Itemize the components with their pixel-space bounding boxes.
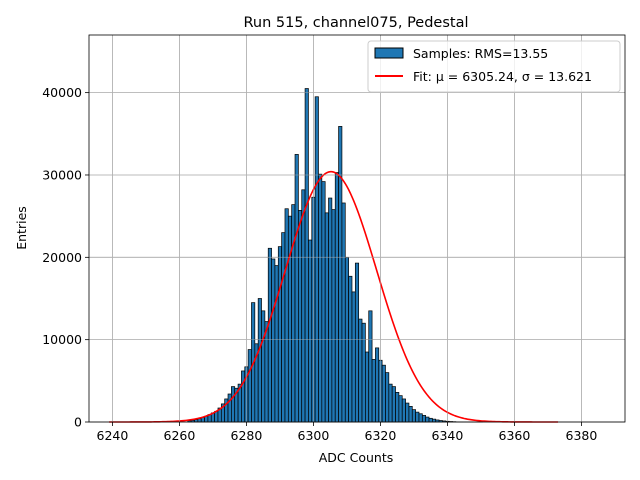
histogram-bar <box>281 232 286 423</box>
x-tick-label: 6380 <box>566 428 598 443</box>
histogram-bar <box>408 406 413 423</box>
histogram-bar <box>321 181 326 423</box>
x-tick-label: 6360 <box>499 428 531 443</box>
histogram-bar <box>368 310 373 423</box>
histogram-bar <box>354 262 360 423</box>
x-tick-label: 6320 <box>365 428 397 443</box>
histogram-bar <box>261 310 266 423</box>
legend-box <box>367 40 621 93</box>
histogram-bar <box>331 209 336 423</box>
histogram-bar <box>411 409 416 423</box>
histogram-bar <box>348 275 353 423</box>
legend: Samples: RMS=13.55 Fit: μ = 6305.24, σ =… <box>367 40 621 93</box>
histogram-bar <box>395 392 400 423</box>
histogram-bar <box>277 246 282 423</box>
y-tick-label: 0 <box>74 415 82 430</box>
histogram-bar <box>415 411 420 423</box>
histogram-bar <box>241 370 246 423</box>
histogram-bar <box>291 204 296 423</box>
x-tick-label: 6300 <box>298 428 330 443</box>
histogram-bar <box>284 208 289 423</box>
histogram-bar <box>418 413 423 423</box>
y-tick-label: 20000 <box>42 250 82 265</box>
histogram-bar <box>324 212 329 423</box>
legend-label-samples: Samples: RMS=13.55 <box>413 46 548 61</box>
histogram-bar <box>401 398 406 423</box>
histogram-bar <box>274 265 279 423</box>
grid-overlay <box>89 35 625 423</box>
plot-frame <box>88 34 626 423</box>
x-tick-label: 6280 <box>231 428 263 443</box>
histogram-bar <box>314 96 319 423</box>
histogram-bar <box>294 154 299 423</box>
histogram-bar <box>421 415 427 423</box>
histogram-bar <box>197 418 202 423</box>
histogram-bar <box>405 402 410 423</box>
histogram-bar <box>301 189 306 423</box>
histogram-bar <box>338 126 343 423</box>
histogram-bar <box>388 383 393 423</box>
fit-layer <box>109 170 558 423</box>
histogram-bar <box>361 322 366 423</box>
histogram-bar <box>391 386 396 423</box>
legend-swatch-samples <box>374 47 404 59</box>
histogram-bar <box>375 347 380 423</box>
histogram-bar <box>328 197 333 423</box>
histogram-bar <box>318 173 323 423</box>
histogram-bar <box>341 202 346 423</box>
y-axis-label: Entries <box>14 206 29 250</box>
x-axis-ticks: 6240 6260 6280 6300 6320 6340 6360 6380 <box>97 422 598 443</box>
histogram-bar <box>304 88 309 423</box>
histogram-bar <box>271 258 276 423</box>
y-tick-label: 30000 <box>42 167 82 182</box>
histogram-bar <box>371 359 376 423</box>
histogram-bar <box>365 351 370 423</box>
x-tick-label: 6260 <box>164 428 196 443</box>
histogram-bar <box>267 247 272 423</box>
x-tick-label: 6340 <box>432 428 464 443</box>
histogram-bar <box>425 416 430 423</box>
histogram-bar <box>432 418 437 423</box>
x-axis-label: ADC Counts <box>319 450 394 465</box>
histogram-bar <box>351 291 356 423</box>
y-tick-label: 10000 <box>42 332 82 347</box>
histogram-bar <box>257 298 262 423</box>
y-axis-ticks: 0 10000 20000 30000 40000 <box>42 85 89 430</box>
histogram-bar <box>334 172 339 423</box>
chart-title: Run 515, channel075, Pedestal <box>243 15 468 31</box>
histogram-bar <box>358 318 363 423</box>
histogram-bar <box>428 417 433 423</box>
histogram-bar <box>247 349 252 423</box>
histogram-bar <box>398 395 403 423</box>
histogram-bars <box>187 88 483 423</box>
y-tick-label: 40000 <box>42 85 82 100</box>
legend-label-fit: Fit: μ = 6305.24, σ = 13.621 <box>413 69 592 84</box>
fit-curve <box>109 170 558 423</box>
histogram-bar <box>287 215 293 423</box>
histogram-bar <box>381 364 386 423</box>
histogram-bar <box>385 372 390 423</box>
histogram-bar <box>298 210 303 423</box>
x-tick-label: 6240 <box>97 428 129 443</box>
histogram-bar <box>308 239 313 423</box>
histogram-bar <box>264 321 269 423</box>
histogram-bar <box>231 386 236 423</box>
histogram-bar <box>227 393 232 423</box>
